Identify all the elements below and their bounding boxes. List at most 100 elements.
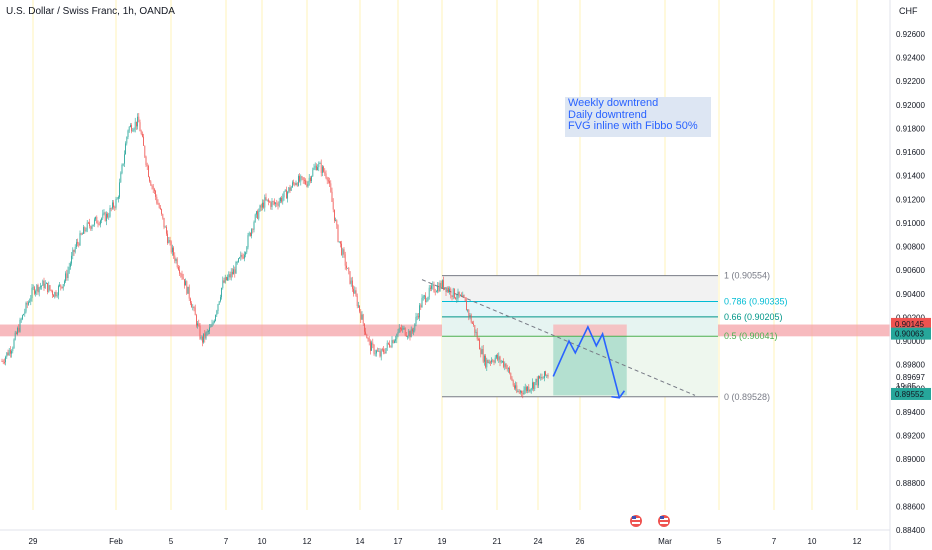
price-tick: 0.92600	[896, 30, 925, 39]
candle-body	[204, 333, 206, 339]
candle-body	[173, 247, 174, 256]
price-tick: 0.92200	[896, 77, 925, 86]
candle-body	[320, 163, 322, 173]
candle-body	[497, 354, 498, 360]
candle-body	[539, 376, 540, 379]
candle-body	[224, 276, 226, 283]
candle-body	[206, 331, 208, 333]
text-annotation[interactable]: Weekly downtrend Daily downtrend FVG inl…	[565, 97, 711, 137]
candle-body	[214, 320, 215, 323]
candle-body	[95, 216, 96, 220]
candle-body	[43, 280, 45, 289]
candle-body	[463, 295, 465, 298]
candle-body	[211, 323, 213, 327]
candle-body	[385, 347, 387, 354]
candle-body	[188, 286, 190, 299]
candle-body	[439, 282, 441, 292]
candle-body	[455, 297, 456, 299]
candle-body	[479, 339, 480, 350]
candle-body	[41, 285, 42, 287]
price-tick: 0.90400	[896, 290, 925, 299]
price-axis[interactable]: 0.92600 0.92400 0.92200 0.92000 0.91800 0.916…	[889, 0, 931, 550]
price-marker: 0.89697	[896, 373, 925, 382]
candle-body	[526, 387, 527, 391]
candle-body	[106, 213, 107, 222]
candle-body	[48, 285, 50, 293]
candle-body	[12, 348, 14, 352]
candle-body	[216, 310, 218, 316]
candle-body	[233, 269, 234, 275]
candle-body	[241, 254, 243, 257]
candle-body	[491, 360, 492, 363]
candle-body	[512, 380, 514, 386]
candle-body	[42, 280, 44, 286]
candle-body	[272, 201, 274, 202]
trendline-layer[interactable]	[421, 279, 696, 396]
candle-body	[182, 277, 184, 280]
projection-path[interactable]	[552, 324, 626, 399]
candle-body	[494, 357, 496, 363]
price-badge-label: 0.90145	[895, 320, 924, 329]
candle-body	[14, 332, 16, 340]
fib-label: 0 (0.89528)	[724, 392, 770, 402]
candle-body	[142, 133, 143, 137]
candle-body	[372, 342, 374, 345]
candle-body	[149, 176, 150, 182]
candle-body	[276, 202, 278, 205]
candle-body	[518, 391, 520, 393]
candle-body	[187, 286, 189, 294]
candle-body	[244, 254, 245, 259]
candle-body	[168, 240, 170, 244]
candle-body	[104, 212, 106, 222]
candle-body	[22, 315, 23, 320]
candle-body	[478, 339, 479, 341]
candle-body	[524, 387, 526, 391]
candle-body	[530, 388, 532, 390]
candle-body	[72, 249, 74, 256]
candle-body	[367, 338, 369, 340]
candle-body	[254, 214, 256, 223]
candle-body	[514, 385, 515, 389]
candle-body	[28, 302, 29, 305]
time-tick: 12	[853, 537, 862, 546]
candle-body	[533, 382, 534, 389]
candle-body	[148, 166, 149, 177]
candle-body	[314, 165, 316, 168]
candle-body	[268, 199, 269, 202]
time-tick: Mar	[658, 537, 672, 546]
candle-body	[462, 295, 464, 297]
candle-body	[390, 346, 392, 348]
candle-body	[473, 323, 474, 326]
candle-body	[197, 323, 198, 326]
candle-body	[395, 339, 396, 341]
candle-body	[136, 121, 137, 127]
candle-body	[419, 305, 420, 318]
candle-body	[54, 292, 56, 297]
candle-body	[379, 351, 381, 357]
trendline	[421, 279, 696, 396]
time-axis[interactable]: 29 Feb 5 7 10 12 14 17 19 21 24 26 Mar 5 7 10 12	[0, 529, 890, 546]
price-tick: 0.88400	[896, 526, 925, 535]
candle-body	[26, 302, 28, 305]
candle-body	[540, 376, 542, 379]
candle-body	[545, 371, 546, 376]
time-tick: 7	[772, 537, 777, 546]
price-tick: 0.92400	[896, 54, 925, 63]
candle-body	[257, 211, 258, 219]
candle-body	[356, 295, 358, 307]
candle-body	[156, 196, 158, 203]
event-markers[interactable]	[630, 515, 670, 527]
candle-body	[82, 233, 83, 235]
candle-body	[78, 243, 80, 246]
candle-body	[152, 186, 154, 190]
price-badge	[891, 327, 931, 340]
fib-retracement[interactable]: 1 (0.90554) 0.786 (0.90335) 0.66 (0.90205)…	[442, 271, 788, 402]
candle-body	[71, 255, 72, 264]
candle-body	[103, 212, 105, 214]
price-tick: 0.90800	[896, 243, 925, 252]
candle-body	[20, 319, 22, 321]
flag-canton	[660, 516, 664, 519]
candle-body	[304, 180, 305, 182]
price-tick: 0.91000	[896, 219, 925, 228]
